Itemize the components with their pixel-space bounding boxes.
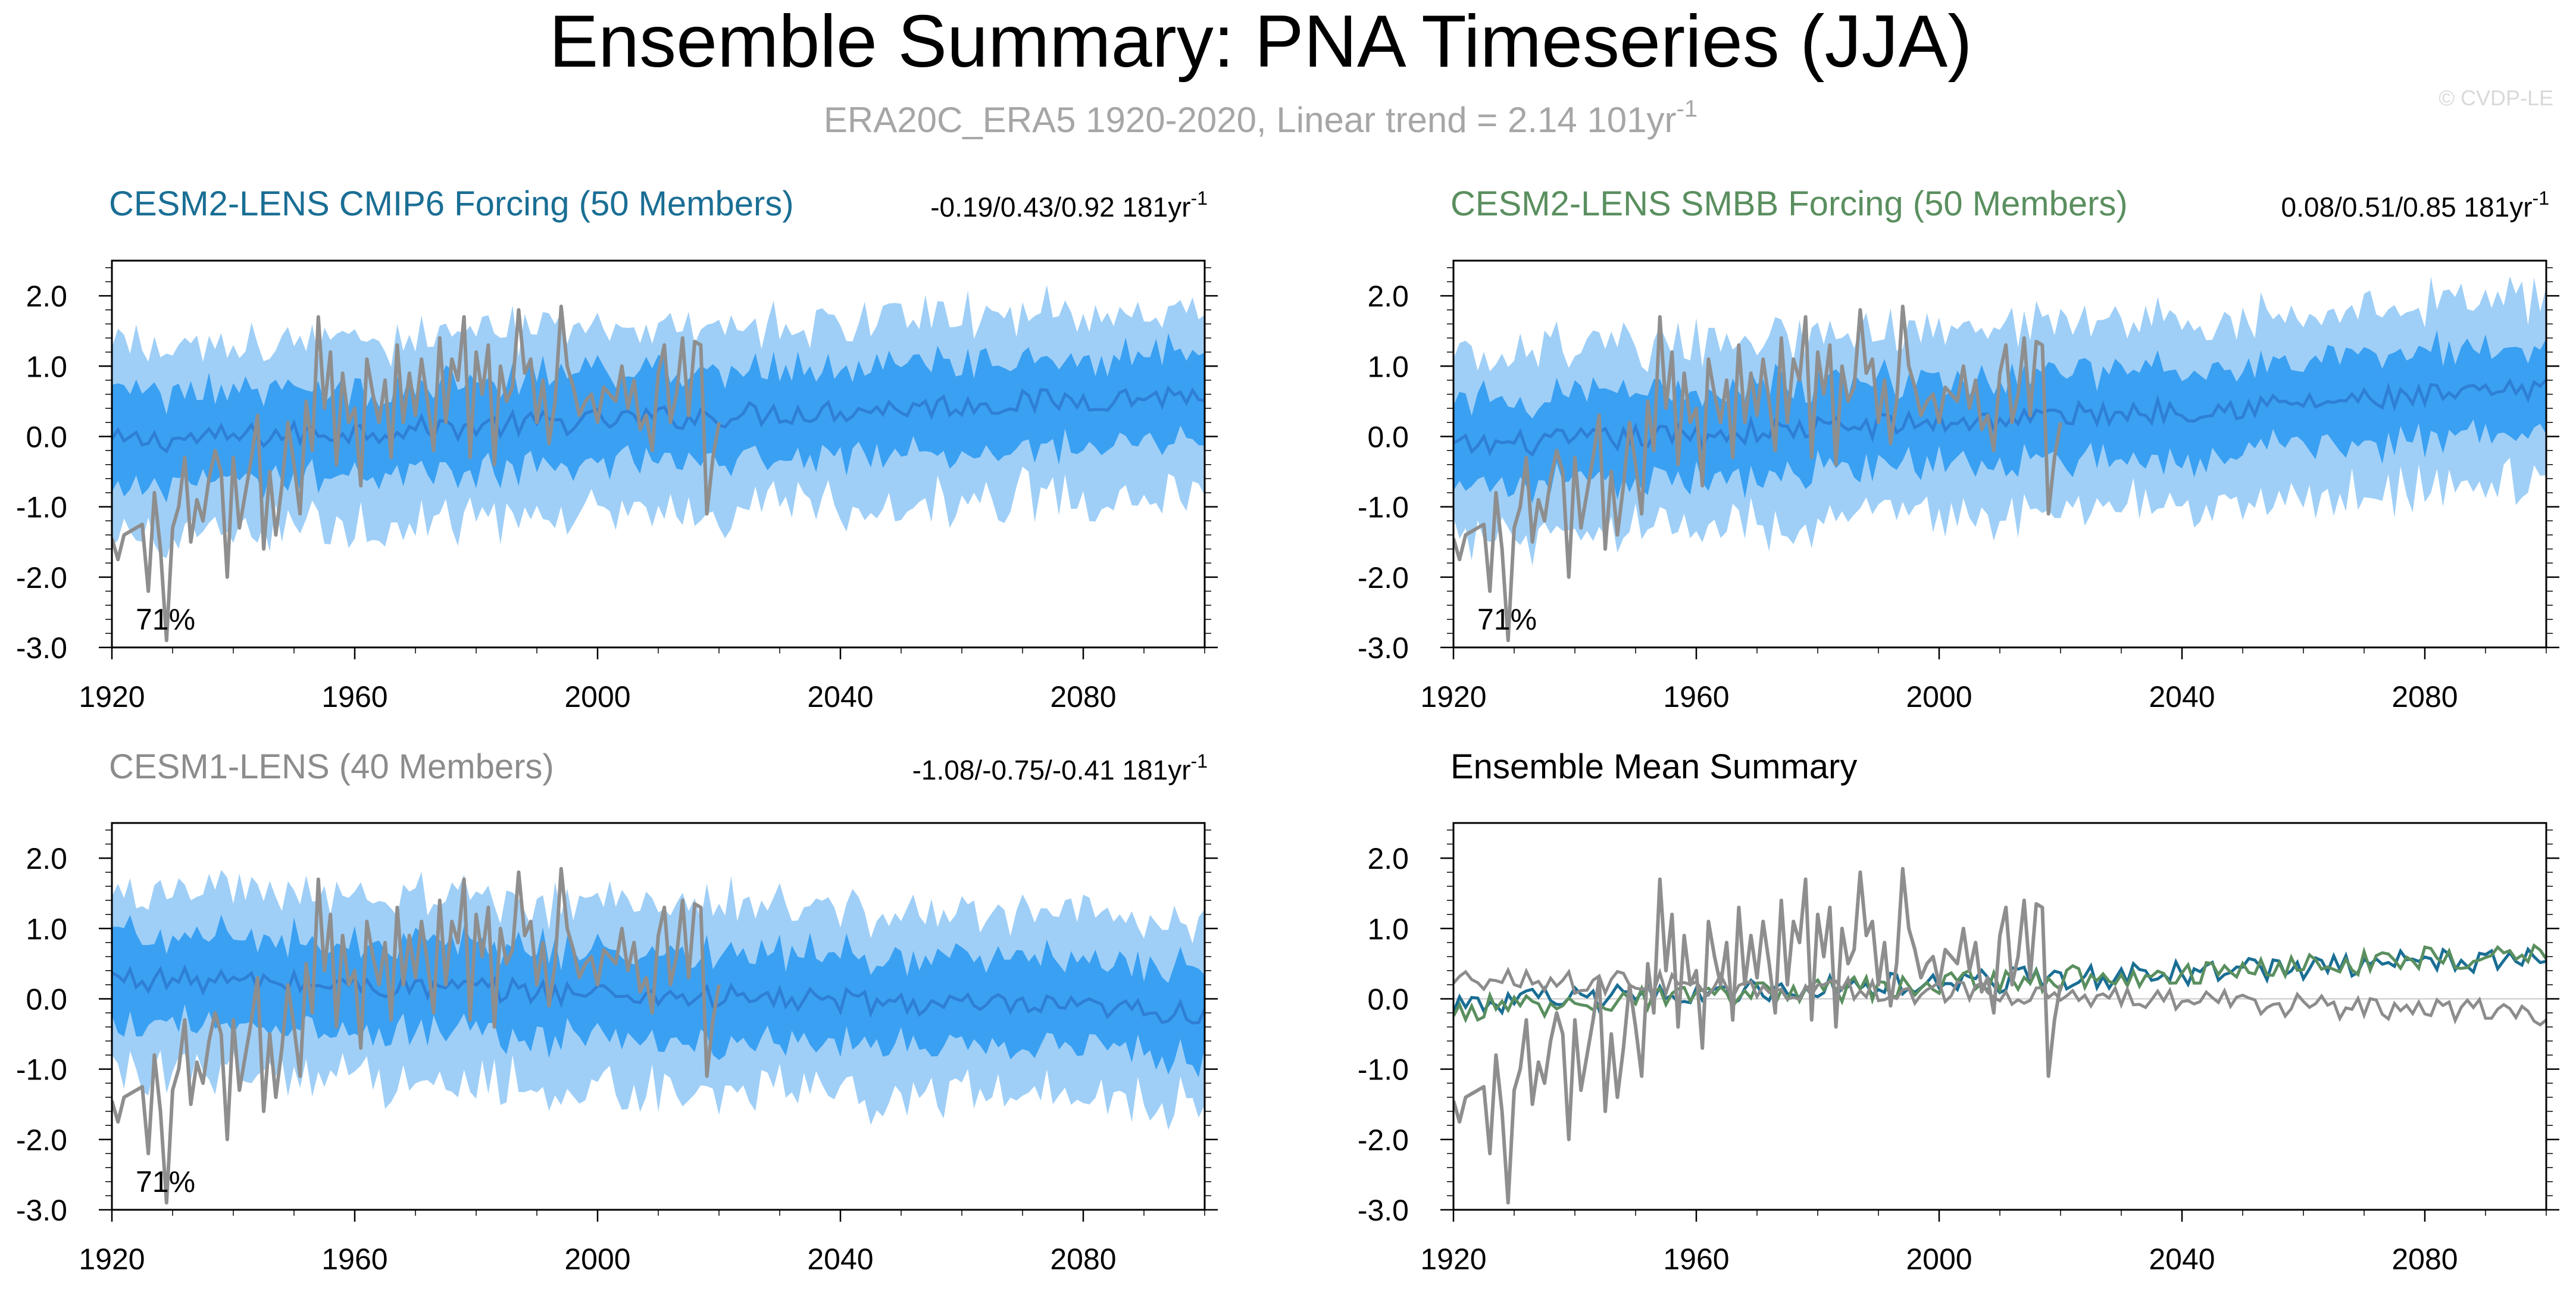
plot-area: [112, 284, 1205, 643]
x-tick-label: 2080: [2391, 680, 2458, 713]
y-tick-label: 2.0: [1367, 842, 1409, 875]
y-tick-label: 2.0: [26, 280, 67, 313]
percent-annotation: 71%: [136, 603, 195, 636]
observations-line: [112, 304, 721, 643]
x-tick-label: 2000: [1906, 680, 1972, 713]
y-tick-label: 1.0: [1367, 350, 1409, 383]
panel-mean: 2.0 1.0 0.0 -1.0 -2.0 -3.0 1920 1960 2000 2040 208…: [1358, 747, 2559, 1276]
x-tick-label: 2040: [807, 1243, 873, 1276]
x-tick-label: 1920: [79, 1243, 145, 1276]
y-tick-label: -1.0: [16, 1053, 67, 1087]
trend-superscript: -1: [1191, 750, 1208, 772]
y-tick-label: 2.0: [26, 842, 67, 875]
y-tick-label: 0.0: [26, 420, 67, 453]
x-tick-label: 2080: [1050, 680, 1116, 713]
y-tick-label: -1.0: [16, 491, 67, 524]
y-tick-label: -1.0: [1358, 491, 1409, 524]
trend-superscript: -1: [1191, 187, 1208, 209]
y-tick-label: -3.0: [1358, 631, 1409, 665]
x-tick-label: 1960: [1663, 680, 1729, 713]
x-tick-label: 1960: [1663, 1243, 1729, 1276]
mean-line-2: [1453, 966, 2546, 1027]
ensemble-mean-line: [1453, 378, 2546, 457]
y-tick-label: -3.0: [16, 631, 67, 665]
observations-line: [112, 866, 721, 1205]
x-tick-label: 1920: [1420, 680, 1486, 713]
trend-value: -0.19/0.43/0.92 181yr: [930, 192, 1190, 223]
y-tick-label: 0.0: [1367, 982, 1409, 1016]
y-tick-label: -2.0: [16, 1124, 67, 1157]
figure-title: Ensemble Summary: PNA Timeseries (JJA): [549, 1, 1972, 83]
trend-value: 0.08/0.51/0.85 181yr: [2281, 192, 2533, 223]
x-tick-label: 2000: [1906, 1243, 1972, 1276]
figure-subtitle: ERA20C_ERA5 1920-2020, Linear trend = 2.…: [824, 96, 1697, 140]
ensemble-mean-line: [112, 385, 1205, 454]
x-tick-label: 1960: [321, 680, 387, 713]
y-tick-label: 0.0: [1367, 420, 1409, 453]
trend-text: -0.19/0.43/0.92 181yr-1: [930, 187, 1208, 223]
y-tick-label: 1.0: [26, 912, 67, 946]
y-tick-label: 2.0: [1367, 280, 1409, 313]
y-tick-label: -2.0: [16, 561, 67, 594]
x-tick-label: 2000: [564, 1243, 630, 1276]
panel-title: CESM2-LENS CMIP6 Forcing (50 Members): [109, 184, 794, 223]
x-tick-label: 2040: [2149, 680, 2215, 713]
panel-cmip6: 71% 2.0 1.0 0.0 -1.0 -2.0 -3.0 1920 1960 2000 2040…: [16, 184, 1218, 713]
trend-text: 0.08/0.51/0.85 181yr-1: [2281, 187, 2549, 223]
x-tick-label: 1920: [79, 680, 145, 713]
plot-area: [1453, 866, 2546, 1205]
plot-area: [1453, 276, 2546, 643]
observations-line: [1453, 866, 2062, 1205]
y-tick-label: 1.0: [1367, 912, 1409, 946]
panel-title: CESM2-LENS SMBB Forcing (50 Members): [1450, 184, 2128, 223]
plot-frame: [1452, 822, 2547, 1211]
watermark: © CVDP-LE: [2439, 86, 2553, 110]
panel-title: CESM1-LENS (40 Members): [109, 747, 554, 786]
y-tick-label: -2.0: [1358, 561, 1409, 594]
ensemble-mean-line: [112, 964, 1205, 1025]
y-tick-label: -3.0: [1358, 1194, 1409, 1227]
x-tick-label: 1920: [1420, 1243, 1486, 1276]
x-tick-label: 2000: [564, 680, 630, 713]
x-tick-label: 2040: [2149, 1243, 2215, 1276]
subtitle-superscript: -1: [1677, 96, 1698, 122]
plot-area: [112, 866, 1205, 1205]
panel-smbb: 71% 2.0 1.0 0.0 -1.0 -2.0 -3.0 1920 1960 2000 2040…: [1358, 184, 2559, 713]
percent-annotation: 71%: [1477, 603, 1537, 636]
percent-annotation: 71%: [136, 1165, 195, 1198]
y-tick-label: -2.0: [1358, 1124, 1409, 1157]
y-tick-label: -1.0: [1358, 1053, 1409, 1087]
observations-line: [1453, 304, 2062, 643]
mean-line-1: [1453, 943, 2546, 1024]
trend-superscript: -1: [2533, 187, 2549, 209]
x-tick-label: 2080: [1050, 1243, 1116, 1276]
inner-range-band: [112, 333, 1205, 503]
subtitle-text: ERA20C_ERA5 1920-2020, Linear trend = 2.…: [824, 100, 1677, 140]
x-tick-label: 2040: [807, 680, 873, 713]
panel-cesm1: 71% 2.0 1.0 0.0 -1.0 -2.0 -3.0 1920 1960 2000 2040…: [16, 747, 1218, 1276]
y-tick-label: 1.0: [26, 350, 67, 383]
x-tick-label: 2080: [2391, 1243, 2458, 1276]
y-tick-label: -3.0: [16, 1194, 67, 1227]
x-tick-label: 1960: [321, 1243, 387, 1276]
panel-title: Ensemble Mean Summary: [1450, 747, 1857, 786]
trend-value: -1.08/-0.75/-0.41 181yr: [912, 755, 1191, 785]
panels: 71% 2.0 1.0 0.0 -1.0 -2.0 -3.0 1920 1960 2000 2040…: [16, 184, 2559, 1276]
y-tick-label: 0.0: [26, 982, 67, 1016]
trend-text: -1.08/-0.75/-0.41 181yr-1: [912, 750, 1208, 785]
